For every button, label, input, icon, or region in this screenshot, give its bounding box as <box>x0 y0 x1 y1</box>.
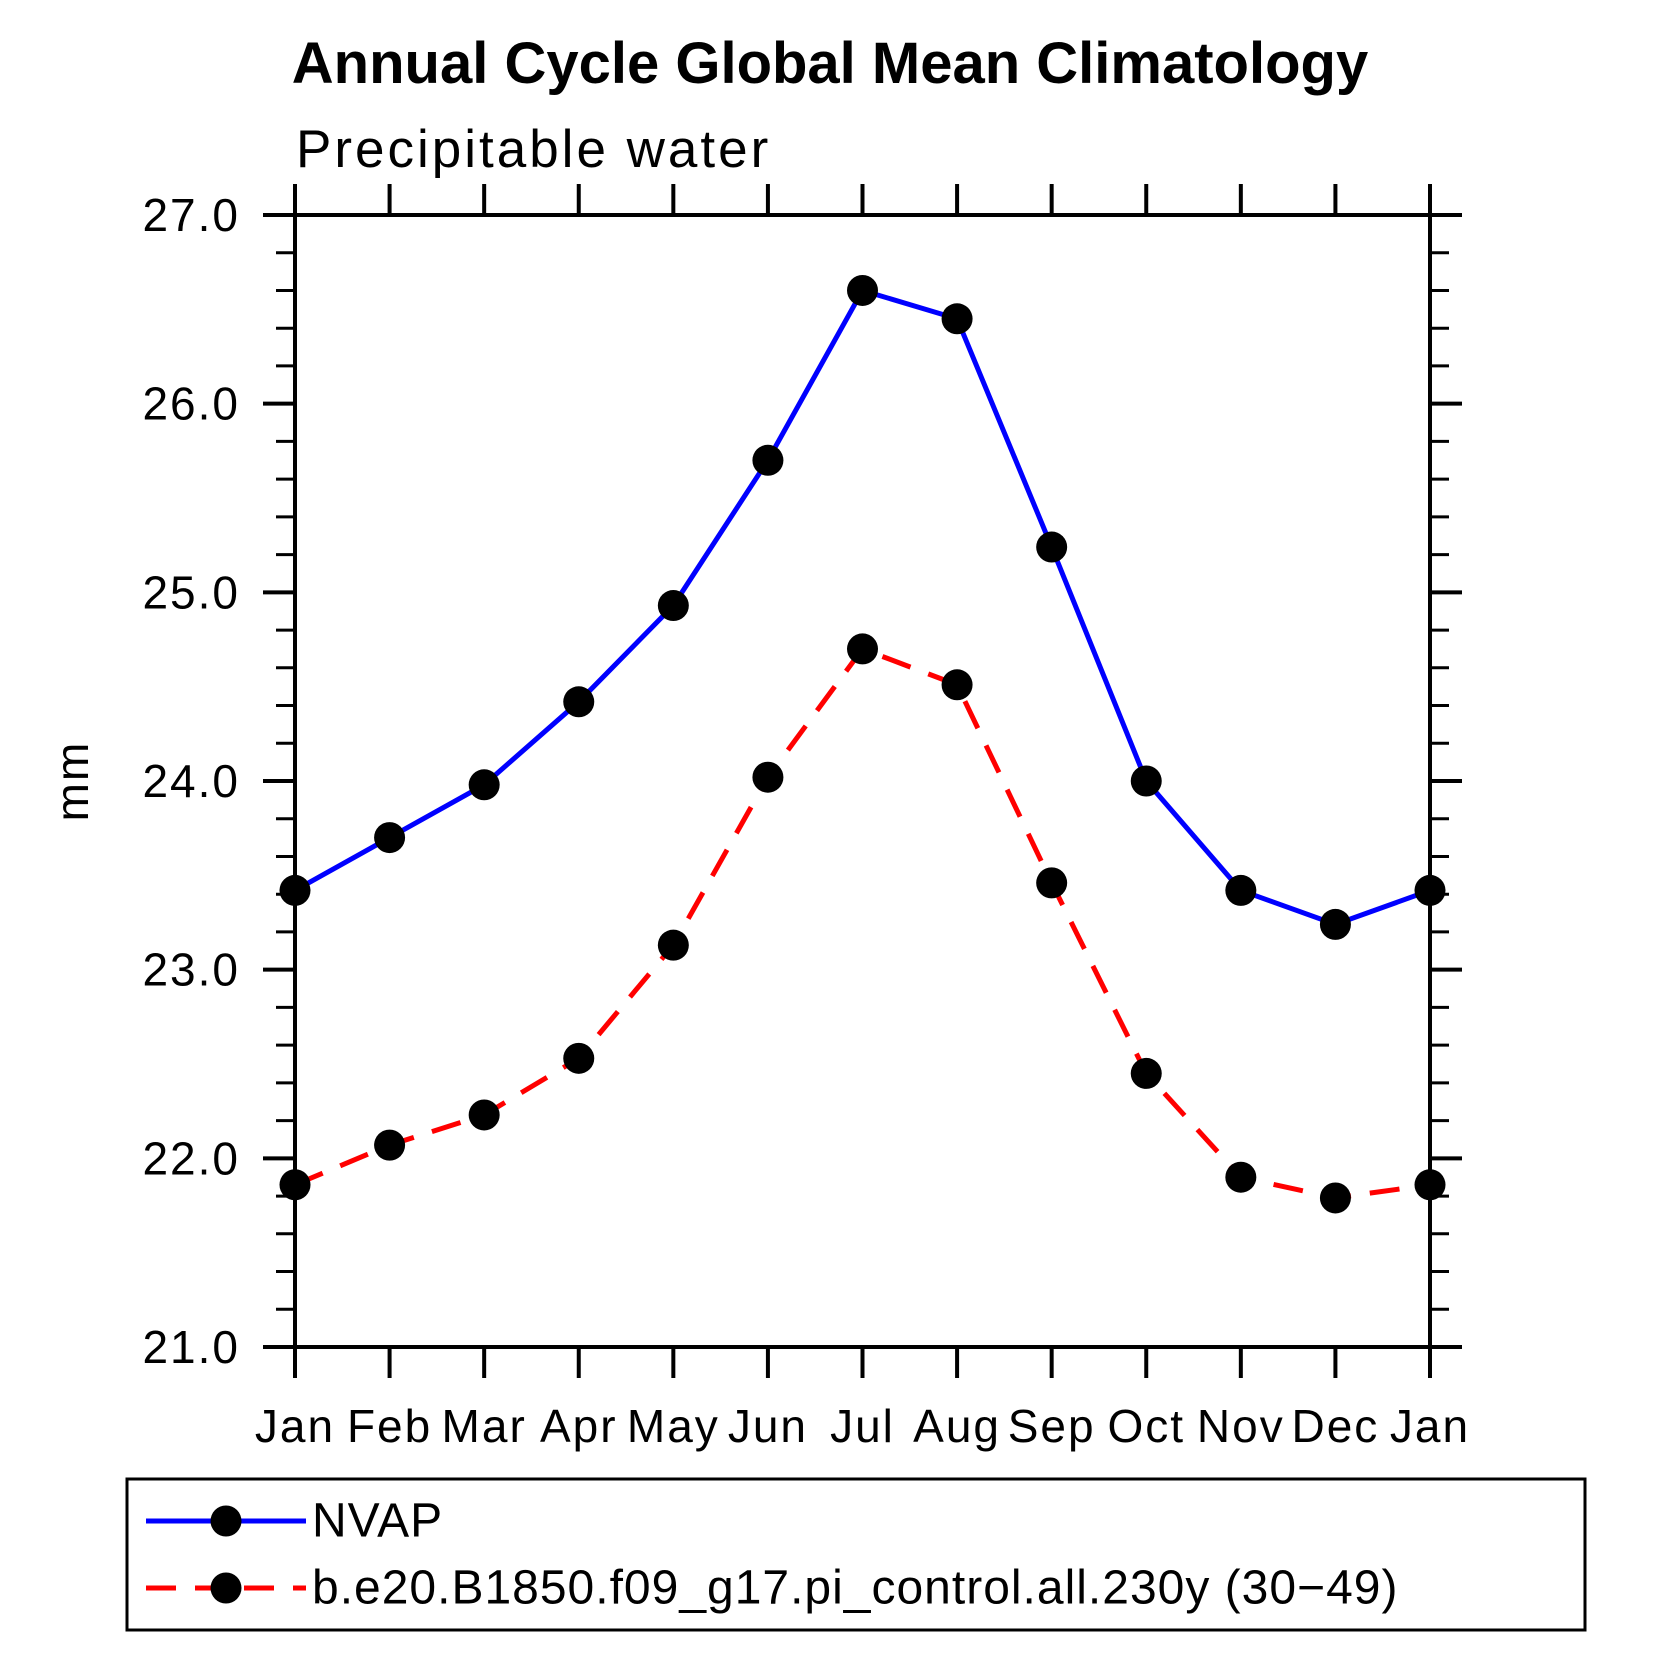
data-point-marker-series-1 <box>847 633 878 665</box>
chart-subtitle: Precipitable water <box>296 120 771 179</box>
data-point-marker-series-0 <box>1225 874 1257 906</box>
x-tick-label: Dec <box>1292 1400 1380 1452</box>
x-tick-label: Apr <box>540 1400 618 1452</box>
x-tick-label: Sep <box>1008 1400 1096 1452</box>
data-point-marker-series-1 <box>374 1129 406 1161</box>
y-tick-label: 27.0 <box>142 189 240 241</box>
y-axis-title: mm <box>46 741 98 822</box>
x-tick-label: Jan <box>1390 1400 1470 1452</box>
y-tick-label: 21.0 <box>142 1321 240 1373</box>
data-point-marker-series-1 <box>752 761 784 793</box>
x-tick-label: Aug <box>913 1400 1001 1452</box>
series-line-0 <box>293 287 1431 928</box>
legend-label-nvap: NVAP <box>312 1495 443 1548</box>
y-tick-label: 25.0 <box>142 566 240 618</box>
x-tick-label: Feb <box>347 1400 432 1452</box>
y-tick-label: 23.0 <box>142 944 240 996</box>
data-point-marker-series-0 <box>752 444 784 476</box>
data-point-marker-series-1 <box>941 669 973 701</box>
x-tick-label: Jun <box>728 1400 808 1452</box>
series-line-1 <box>294 645 1431 1201</box>
data-point-marker-series-0 <box>847 274 878 306</box>
data-point-marker-series-1 <box>1225 1161 1257 1193</box>
legend-box <box>125 1477 1587 1632</box>
x-tick-label: Oct <box>1107 1400 1185 1452</box>
data-point-marker-series-1 <box>1414 1169 1446 1201</box>
legend-entry-nvap: NVAP <box>146 1495 443 1548</box>
y-tick-label: 22.0 <box>142 1132 240 1184</box>
data-point-marker-series-0 <box>1319 908 1351 940</box>
legend-label-model: b.e20.B1850.f09_g17.pi_control.all.230y … <box>312 1562 1398 1615</box>
x-tick-label: May <box>627 1400 720 1452</box>
data-point-marker-series-1 <box>468 1099 500 1131</box>
data-point-marker-series-0 <box>1130 765 1162 797</box>
data-point-marker-series-0 <box>563 686 595 718</box>
data-point-marker-series-1 <box>1319 1182 1351 1214</box>
data-point-marker-series-1 <box>657 929 689 961</box>
chart-title: Annual Cycle Global Mean Climatology <box>292 31 1368 96</box>
data-point-marker-series-0 <box>468 769 500 801</box>
x-tick-label: Nov <box>1197 1400 1285 1452</box>
data-point-marker-series-0 <box>657 590 689 622</box>
data-point-marker-series-0 <box>1036 531 1068 563</box>
data-point-marker-series-1 <box>1130 1057 1162 1089</box>
data-point-marker-series-0 <box>279 874 311 906</box>
y-tick-label: 24.0 <box>142 755 240 807</box>
data-point-marker-series-1 <box>563 1042 595 1074</box>
data-point-marker-series-0 <box>374 822 406 854</box>
data-point-marker-series-1 <box>279 1169 311 1201</box>
legend: NVAP b.e20.B1850.f09_g17.pi_control.all.… <box>125 1477 1587 1632</box>
x-tick-label: Jan <box>255 1400 335 1452</box>
x-tick-label: Mar <box>442 1400 527 1452</box>
legend-entry-model: b.e20.B1850.f09_g17.pi_control.all.230y … <box>146 1562 1398 1615</box>
y-tick-label: 26.0 <box>142 378 240 430</box>
data-point-marker-series-0 <box>1414 874 1446 906</box>
legend-marker-circle <box>210 1572 242 1604</box>
data-point-marker-series-1 <box>1036 867 1068 899</box>
data-point-marker-series-0 <box>941 303 973 335</box>
x-tick-label: Jul <box>830 1400 895 1452</box>
legend-marker-circle <box>210 1505 242 1537</box>
